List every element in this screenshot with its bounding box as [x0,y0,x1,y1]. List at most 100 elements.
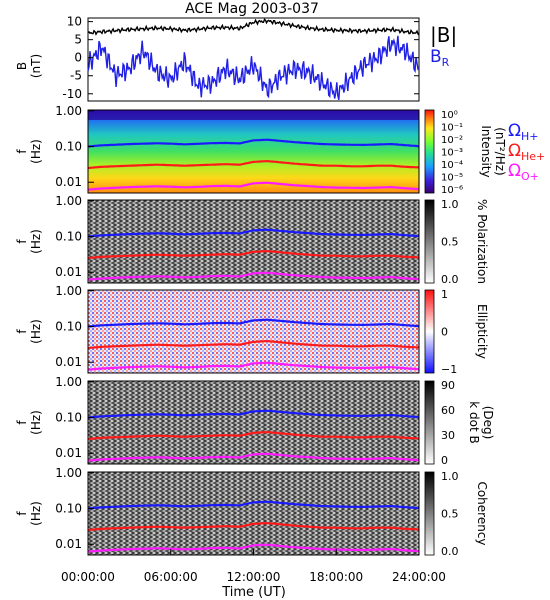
gyrofrequency-curve-he-plus [87,339,420,350]
panel-intensity-ylabel-unit: (Hz) [29,139,43,164]
x-axis-ticks: 00:00:00 06:00:00 12:00:00 18:00:00 24:00:00 [61,549,446,584]
panel-k-dot-b-y-tick: 0.10 [55,410,82,424]
gyrofrequency-curve-he-plus [87,521,420,532]
panel-coherency-y-tick: 1.00 [55,466,82,480]
colorbar-intensity-tick: 10⁰ [441,110,458,121]
figure-title: ACE Mag 2003-037 [185,1,319,17]
panel-field-ylabel-line2: (nT) [29,54,43,78]
panel-intensity-top-band [88,110,419,120]
colorbar-ellipticity-tick: −1 [441,363,457,376]
panel-intensity-y-tick: 1.00 [55,104,82,118]
panel-field-ylabel-line1: B [15,62,29,70]
colorbar-k-dot-b-tick: 0 [441,454,448,467]
colorbar-polarization-tick: 0.5 [441,236,459,249]
colorbar-k-dot-b [424,380,435,465]
panel-ellipticity-ylabel: f [15,329,29,334]
panel-ellipticity: 1.00 0.10 0.01 f (Hz) 1 0 −1 Ellipticity [15,284,489,376]
panel-coherency-ylabel: f [15,511,29,516]
colorbar-intensity-tick: 10⁻¹ [441,123,463,134]
panel-polarization-y-tick: 0.01 [55,265,82,279]
gyrofrequency-curve-h-plus [87,409,420,419]
colorbar-polarization [424,199,435,284]
colorbar-intensity-tick: 10⁻⁴ [441,160,463,171]
series-line-total-field [87,18,420,36]
colorbar-polarization-tick: 1.0 [441,198,459,211]
colorbar-coherency-tick: 0.0 [441,545,459,558]
colorbar-k-dot-b-label: k dot B [467,401,481,443]
colorbar-coherency-tick: 1.0 [441,470,459,483]
colorbar-coherency-tick: 0.5 [441,508,459,521]
panel-ellipticity-y-tick: 0.01 [55,355,82,369]
colorbar-k-dot-b-tick: 30 [441,429,455,442]
panel-k-dot-b-ylabel-unit: (Hz) [29,410,43,435]
panel-ellipticity-frame [87,289,420,374]
panel-k-dot-b: 1.00 0.10 0.01 f (Hz) 90 60 30 0 k dot B (Deg) [15,375,495,467]
gyrofrequency-curve-o-plus [87,361,420,371]
colorbar-ellipticity-label: Ellipticity [475,304,489,359]
colorbar-k-dot-b-label-unit: (Deg) [481,406,495,440]
panel-polarization-y-tick: 1.00 [55,194,82,208]
x-axis-tick-label: 24:00:00 [392,570,446,584]
panel-field-y-tick: 10 [67,15,82,29]
x-axis-tick-label: 00:00:00 [61,570,115,584]
panel-intensity-ylabel: f [15,149,29,154]
colorbar-coherency [424,471,435,556]
gyrofrequency-curve-h-plus [87,500,420,510]
colorbar-intensity-tick: 10⁻² [441,135,463,146]
x-axis-tick-label: 18:00:00 [309,570,363,584]
panel-polarization-frame [87,199,420,284]
panel-polarization-ylabel: f [15,239,29,244]
colorbar-ellipticity [424,289,435,374]
panel-k-dot-b-y-tick: 1.00 [55,375,82,389]
panel-field-y-ticks: 10 5 0 -5 -10 [62,15,419,101]
panel-ellipticity-y-tick: 1.00 [55,284,82,298]
colorbar-k-dot-b-tick: 60 [441,404,455,417]
gyrofrequency-curve-he-plus [87,159,420,170]
series-line-radial-field [87,35,420,101]
colorbar-coherency-label: Coherency [475,481,489,545]
gyrofrequency-curve-he-plus [87,249,420,260]
panel-coherency-y-tick: 0.01 [55,537,82,551]
legend-h-plus: ΩH+ [508,121,539,143]
legend-he-plus: ΩHe+ [508,141,545,163]
x-axis-label: Time (UT) [221,585,286,600]
panel-intensity: 1.00 0.10 0.01 f (Hz) 10⁰ 10⁻¹10⁻² 10⁻³10⁻⁴ 10⁻⁵… [15,104,545,196]
colorbar-intensity-tick: 10⁻⁶ [441,185,463,196]
panel-field-y-tick: -5 [70,69,82,83]
panel-polarization-ylabel-unit: (Hz) [29,229,43,254]
colorbar-intensity-label-unit: (nT²/Hz) [493,127,507,175]
panel-polarization-image [88,200,419,283]
panel-field-lines: 10 5 0 -5 -10 B (nT) |B| BR [15,15,457,102]
gyrofrequency-curve-o-plus [87,452,420,462]
gyrofrequency-curve-h-plus [87,318,420,328]
gyrofrequency-curve-h-plus [87,138,420,148]
panel-intensity-frame [87,109,420,194]
panel-k-dot-b-ylabel: f [15,420,29,425]
panel-ellipticity-image [88,290,419,373]
gyrofrequency-curve-h-plus [87,228,420,238]
colorbar-polarization-label: % Polarization [475,199,489,284]
panel-field-y-tick: 5 [74,33,82,47]
gyrofrequency-curve-o-plus [87,181,420,191]
panel-coherency-image [88,472,419,555]
gyrofrequency-curve-o-plus [87,543,420,553]
panel-ellipticity-y-tick: 0.10 [55,319,82,333]
panel-intensity-y-tick: 0.10 [55,139,82,153]
panel-polarization-y-tick: 0.10 [55,229,82,243]
x-axis-tick-label: 12:00:00 [227,570,281,584]
panel-intensity-image [88,110,419,193]
colorbar-intensity-tick: 10⁻³ [441,148,463,159]
panel-coherency: 1.00 0.10 0.01 f (Hz) 1.0 0.5 0.0 Coherency [15,466,489,558]
colorbar-ellipticity-tick: 1 [441,288,448,301]
panel-field-y-tick: 0 [74,51,82,65]
panel-polarization: 1.00 0.10 0.01 f (Hz) 1.0 0.5 0.0 % Polarization [15,194,489,286]
legend-radial-field: BR [430,47,450,69]
panel-k-dot-b-image [88,381,419,464]
x-axis-tick-label: 06:00:00 [144,570,198,584]
legend-total-field: |B| [430,23,457,47]
colorbar-ellipticity-tick: 0 [441,326,448,339]
colorbar-k-dot-b-tick: 90 [441,379,455,392]
colorbar-intensity [424,109,435,194]
panel-k-dot-b-frame [87,380,420,465]
